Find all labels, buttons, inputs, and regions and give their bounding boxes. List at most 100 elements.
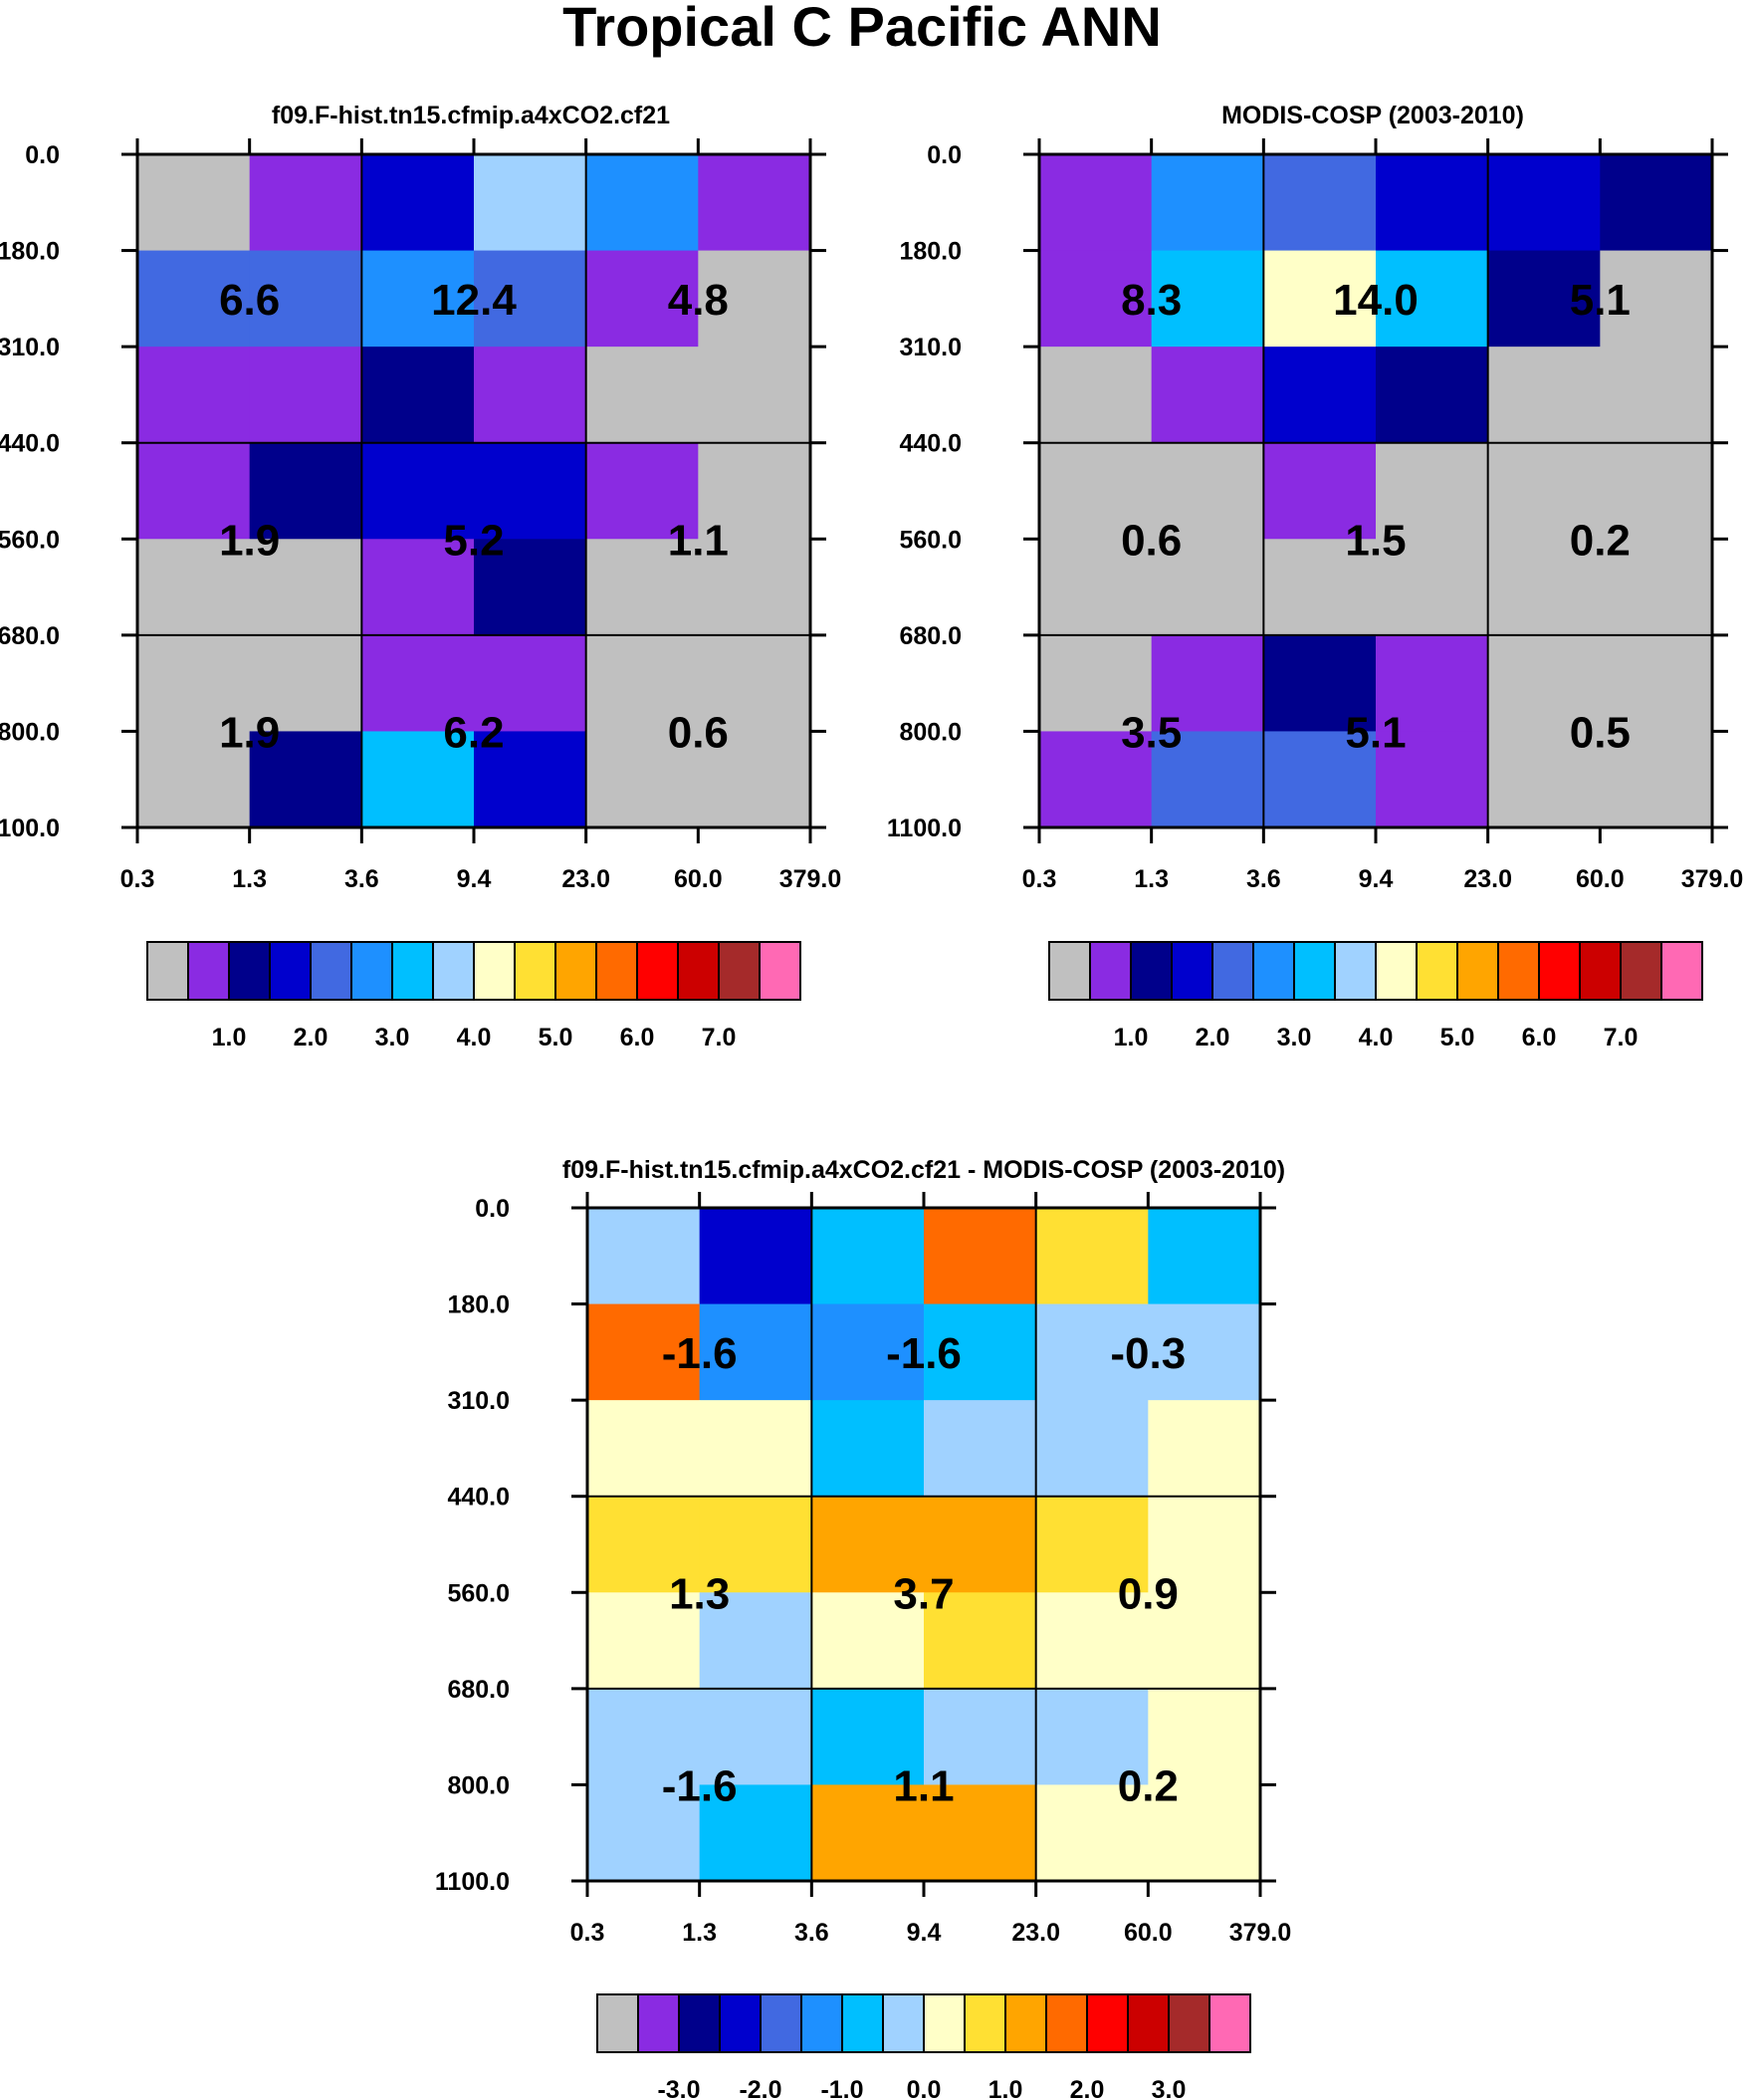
colorbar-swatch bbox=[473, 941, 516, 1001]
y-tick-label: 1100.0 bbox=[0, 815, 60, 842]
heatmap-cell bbox=[811, 1784, 925, 1882]
heatmap-cell bbox=[137, 347, 251, 444]
panel-title: f09.F-hist.tn15.cfmip.a4xCO2.cf21 - MODI… bbox=[562, 1156, 1285, 1184]
colorbar-swatch bbox=[1089, 941, 1132, 1001]
heatmap-cell bbox=[1600, 347, 1713, 444]
heatmap-cell bbox=[1487, 347, 1601, 444]
heatmap-cell bbox=[137, 442, 251, 540]
heatmap-cell bbox=[587, 1303, 701, 1401]
heatmap-cell bbox=[1376, 731, 1489, 828]
heatmap-cell bbox=[811, 1688, 925, 1785]
heatmap-cell bbox=[1600, 442, 1713, 540]
heatmap-cell bbox=[1035, 1400, 1149, 1498]
colorbar-swatch bbox=[1456, 941, 1499, 1001]
block-value-label: 5.1 bbox=[1570, 276, 1631, 325]
block-value-label: 1.1 bbox=[893, 1761, 954, 1810]
y-tick-label: 0.0 bbox=[475, 1195, 510, 1223]
heatmap-cell bbox=[1151, 442, 1264, 540]
colorbar-swatch bbox=[1208, 1993, 1251, 2053]
heatmap-cell bbox=[474, 731, 587, 828]
heatmap-cell bbox=[474, 539, 587, 636]
heatmap-cell bbox=[1039, 634, 1153, 732]
colorbar-swatch bbox=[595, 941, 638, 1001]
heatmap-cell bbox=[1035, 1688, 1149, 1785]
colorbar-swatch bbox=[1416, 941, 1458, 1001]
heatmap-cell bbox=[587, 1496, 701, 1593]
x-tick-label: 379.0 bbox=[779, 865, 842, 893]
heatmap-cell bbox=[924, 1592, 1037, 1690]
heatmap-cell bbox=[1376, 539, 1489, 636]
figure-title: Tropical C Pacific ANN bbox=[562, 0, 1162, 58]
heatmap-cell bbox=[361, 347, 475, 444]
y-tick-label: 800.0 bbox=[447, 1771, 510, 1799]
heatmap-cell bbox=[249, 347, 362, 444]
colorbar-label: 1.0 bbox=[1114, 1024, 1149, 1051]
colorbar-swatch bbox=[923, 1993, 966, 2053]
heatmap-cell bbox=[699, 1592, 812, 1690]
y-tick-label: 800.0 bbox=[899, 718, 962, 746]
heatmap-cell bbox=[1376, 347, 1489, 444]
heatmap-cell bbox=[1487, 442, 1601, 540]
colorbar-swatch bbox=[1048, 941, 1091, 1001]
colorbar-label: 7.0 bbox=[1604, 1024, 1639, 1051]
heatmap-cell bbox=[1376, 250, 1489, 348]
heatmap-cell bbox=[699, 1496, 812, 1593]
panel-title: f09.F-hist.tn15.cfmip.a4xCO2.cf21 bbox=[272, 102, 670, 129]
block-value-label: 1.5 bbox=[1345, 516, 1406, 565]
heatmap-cell bbox=[249, 634, 362, 732]
x-tick-label: 60.0 bbox=[674, 865, 723, 893]
heatmap-cell bbox=[587, 1784, 701, 1882]
heatmap-cell bbox=[1263, 634, 1377, 732]
heatmap-cell bbox=[698, 347, 811, 444]
heatmap-cell bbox=[1148, 1688, 1261, 1785]
x-tick-label: 3.6 bbox=[1246, 865, 1281, 893]
colorbar-swatch bbox=[759, 941, 801, 1001]
x-tick-label: 0.3 bbox=[120, 865, 155, 893]
colorbar-swatch bbox=[187, 941, 230, 1001]
heatmap-cell bbox=[1376, 634, 1489, 732]
panel-model: f09.F-hist.tn15.cfmip.a4xCO2.cf21 0.0 180… bbox=[0, 102, 841, 1051]
heatmap-cell bbox=[699, 1400, 812, 1498]
heatmap-cell bbox=[585, 539, 699, 636]
block-value-label: 12.4 bbox=[431, 276, 517, 325]
x-tick-label: 9.4 bbox=[907, 1919, 942, 1947]
heatmap-cell bbox=[249, 154, 362, 252]
colorbar-swatch bbox=[1171, 941, 1213, 1001]
heatmap-cell bbox=[1376, 442, 1489, 540]
colorbar-swatch bbox=[719, 1993, 762, 2053]
colorbar-swatch bbox=[391, 941, 434, 1001]
heatmap-cell bbox=[1035, 1303, 1149, 1401]
colorbar-swatch bbox=[146, 941, 189, 1001]
y-tick-label: 180.0 bbox=[0, 238, 60, 266]
heatmap-cell bbox=[361, 634, 475, 732]
colorbar-swatch bbox=[310, 941, 352, 1001]
heatmap-cell bbox=[474, 154, 587, 252]
y-tick-label: 310.0 bbox=[899, 334, 962, 361]
heatmap-cell bbox=[1039, 154, 1153, 252]
block-value-label: 14.0 bbox=[1333, 276, 1419, 325]
heatmap-cell bbox=[249, 250, 362, 348]
heatmap-cell bbox=[699, 1784, 812, 1882]
colorbar-swatch bbox=[1334, 941, 1377, 1001]
heatmap-cell bbox=[811, 1496, 925, 1593]
heatmap-cell bbox=[699, 1208, 812, 1305]
heatmap-cell bbox=[361, 154, 475, 252]
colorbar-swatch bbox=[1004, 1993, 1047, 2053]
heatmap-cell bbox=[1039, 731, 1153, 828]
colorbar-swatch bbox=[1538, 941, 1581, 1001]
heatmap-cell bbox=[361, 539, 475, 636]
y-tick-label: 440.0 bbox=[899, 430, 962, 458]
heatmap-cell bbox=[1151, 634, 1264, 732]
heatmap-cell bbox=[811, 1303, 925, 1401]
x-tick-label: 23.0 bbox=[1463, 865, 1512, 893]
heatmap-cell bbox=[924, 1784, 1037, 1882]
x-tick-label: 379.0 bbox=[1681, 865, 1744, 893]
heatmap-cell bbox=[249, 539, 362, 636]
colorbar-swatch bbox=[964, 1993, 1006, 2053]
heatmap-cell bbox=[1600, 634, 1713, 732]
y-tick-label: 440.0 bbox=[447, 1484, 510, 1512]
heatmap-cell bbox=[811, 1592, 925, 1690]
colorbar-label: -2.0 bbox=[739, 2076, 781, 2100]
heatmap-cell bbox=[587, 1208, 701, 1305]
